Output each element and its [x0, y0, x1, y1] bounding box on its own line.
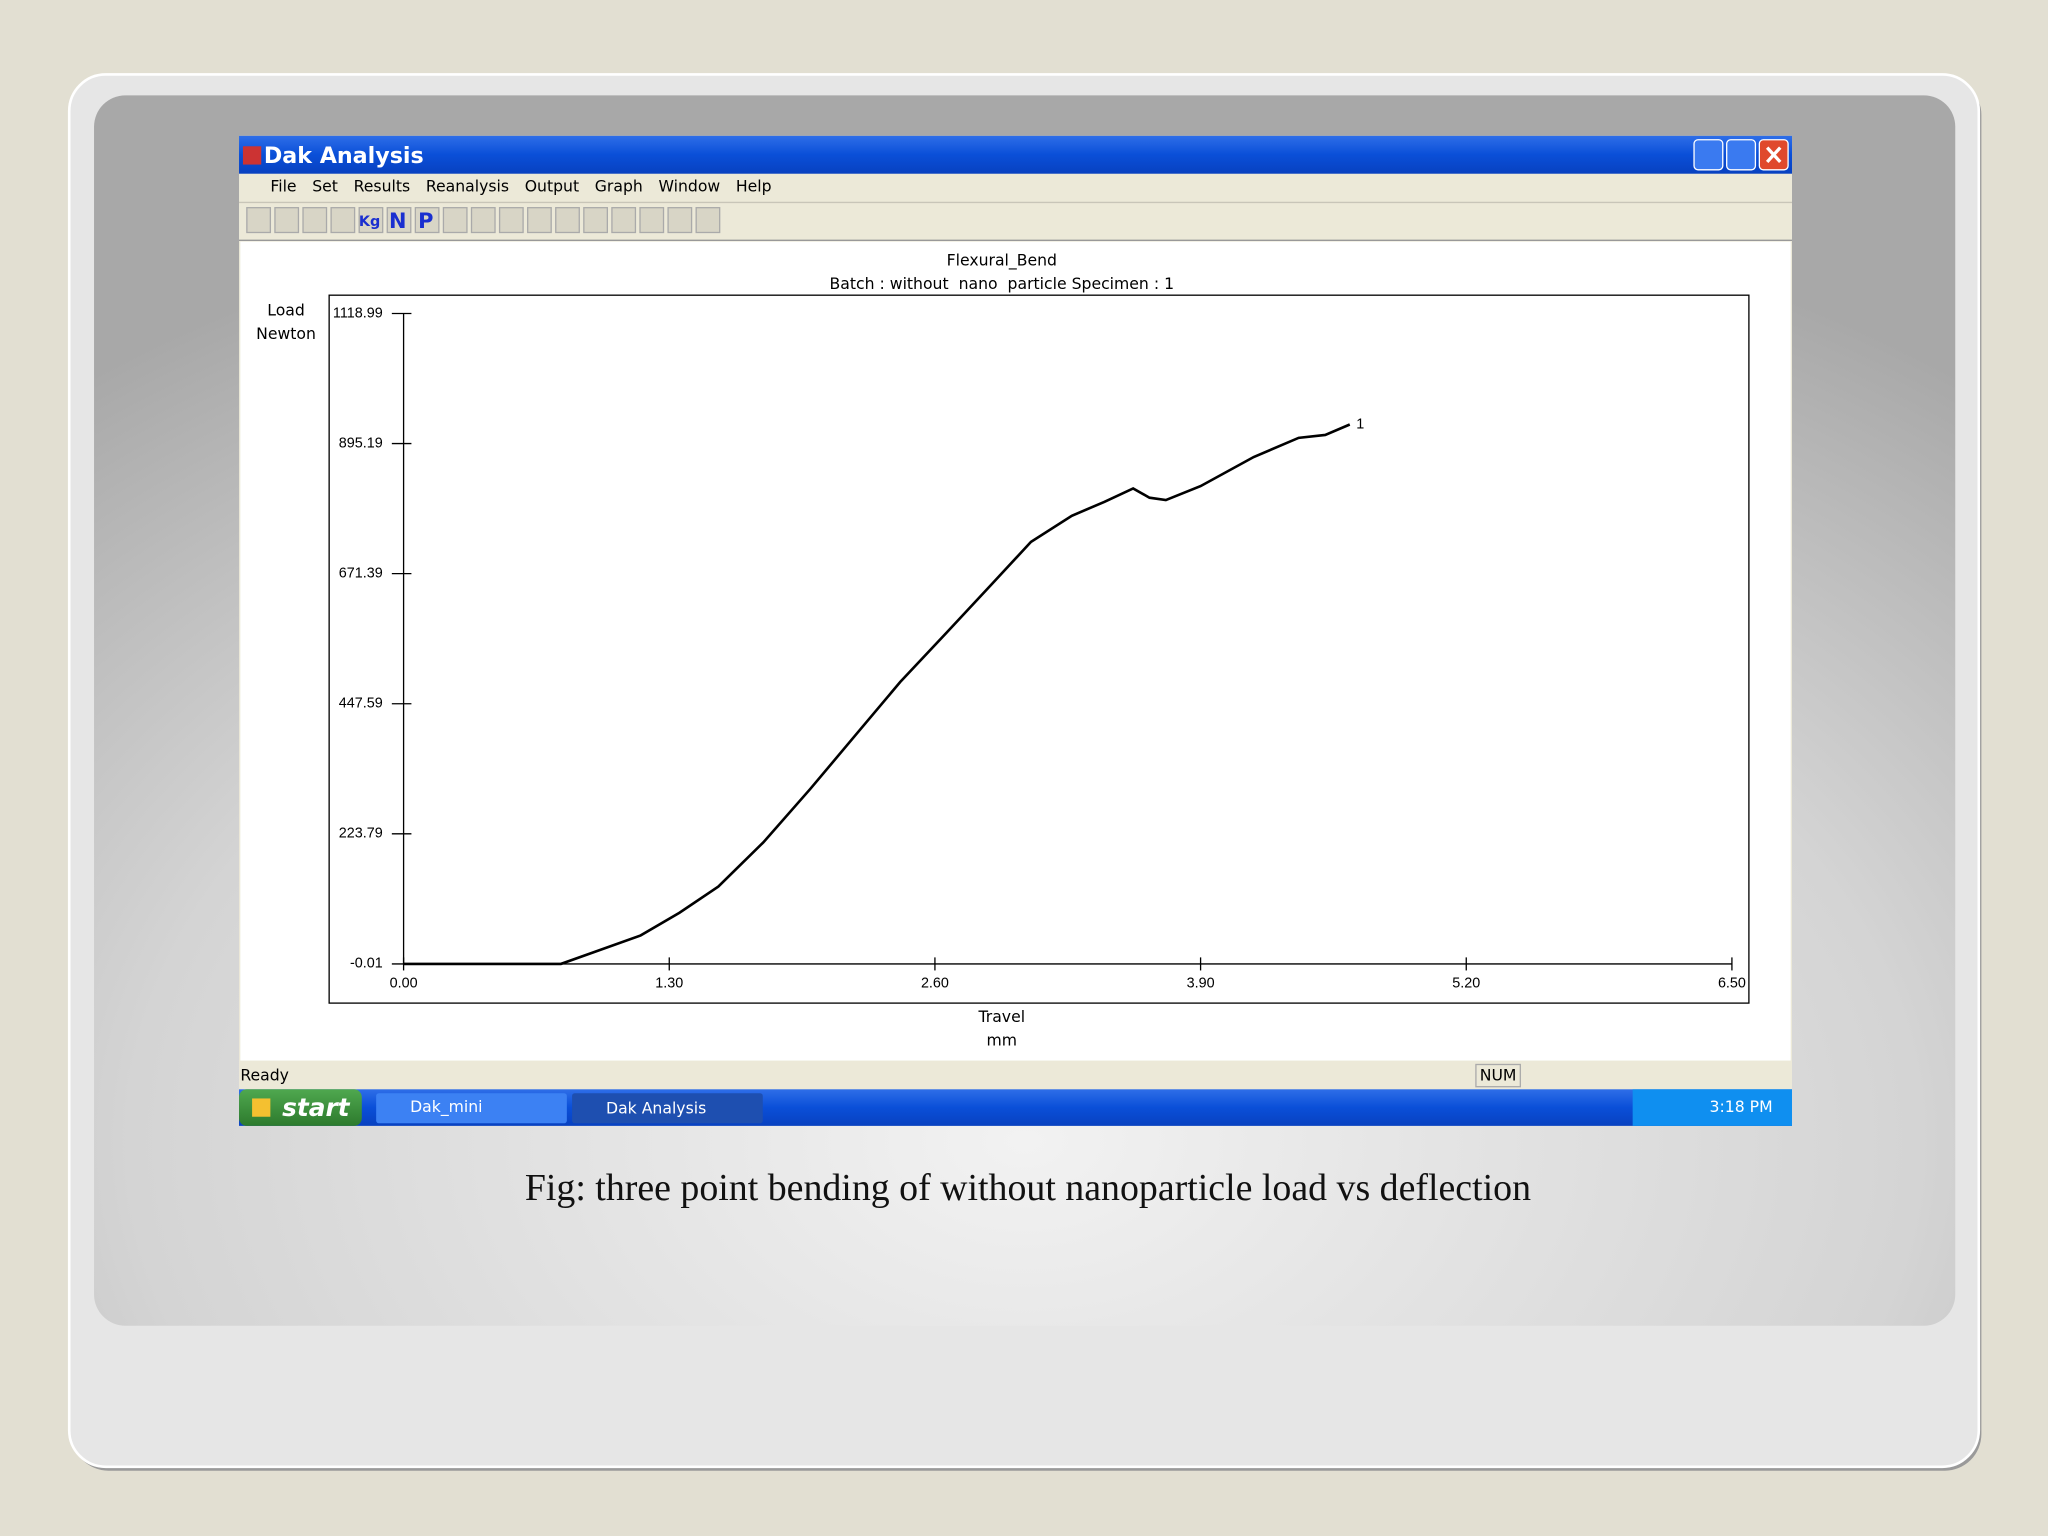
menu-item[interactable]: Graph	[595, 176, 643, 195]
app-icon	[242, 146, 262, 165]
minimize-button[interactable]	[1693, 139, 1724, 171]
toolbar-button[interactable]	[274, 207, 300, 234]
toolbar-button[interactable]	[442, 207, 468, 234]
y-tick-label: 1118.99	[333, 305, 383, 321]
chart-subtitle: Batch : without nano particle Specimen :…	[830, 274, 1175, 293]
series-label: 1	[1356, 416, 1364, 432]
menu-item[interactable]: Reanalysis	[426, 176, 509, 195]
menu-item[interactable]: File	[270, 176, 296, 195]
toolbar-button[interactable]	[498, 207, 524, 234]
close-icon	[1765, 146, 1782, 164]
plot-frame	[328, 294, 1750, 1004]
x-tick-label: 3.90	[1187, 975, 1215, 991]
figure-caption: Fig: three point bending of without nano…	[525, 1167, 1531, 1209]
window-title: Dak Analysis	[264, 143, 424, 169]
menu-item[interactable]: Results	[354, 176, 411, 195]
toolbar-button[interactable]	[246, 207, 272, 234]
toolbar-button[interactable]	[639, 207, 665, 234]
menu-item[interactable]: Window	[659, 176, 721, 195]
start-logo	[252, 1098, 271, 1117]
toolbar: Kg N P	[246, 207, 721, 234]
task-label: Dak Analysis	[606, 1098, 706, 1117]
x-tick-label: 2.60	[921, 975, 949, 991]
x-tick-label: 1.30	[655, 975, 683, 991]
task-item[interactable]	[376, 1093, 567, 1124]
y-axis-label: Load	[267, 300, 305, 319]
y-axis-unit: Newton	[256, 324, 316, 343]
toolbar-label: Kg	[359, 214, 380, 230]
menu-item[interactable]: Output	[525, 176, 579, 195]
system-tray	[1632, 1089, 1792, 1126]
toolbar-label: N	[389, 209, 406, 233]
y-tick-label: 223.79	[339, 826, 383, 842]
x-tick-label: 5.20	[1452, 975, 1480, 991]
menu-item[interactable]: Help	[736, 176, 772, 195]
toolbar-button[interactable]	[583, 207, 608, 234]
y-tick-label: 895.19	[339, 435, 383, 451]
start-label: start	[282, 1093, 351, 1122]
x-tick-label: 6.50	[1718, 975, 1746, 991]
task-item[interactable]	[572, 1093, 763, 1124]
menu-item[interactable]: Set	[312, 176, 338, 195]
y-tick-label: 447.59	[339, 696, 383, 712]
chart-title: Flexural_Bend	[947, 251, 1057, 271]
toolbar-button[interactable]	[667, 207, 693, 234]
status-num: NUM	[1480, 1066, 1517, 1085]
toolbar-button[interactable]	[470, 207, 496, 234]
client-area	[240, 241, 1791, 1061]
toolbar-button[interactable]	[611, 207, 637, 234]
y-tick-label: 671.39	[339, 565, 383, 581]
maximize-button[interactable]	[1726, 139, 1757, 171]
task-label: Dak_mini	[410, 1097, 482, 1117]
y-tick-label: -0.01	[350, 956, 383, 972]
toolbar-button[interactable]	[358, 207, 384, 234]
toolbar-button[interactable]	[386, 207, 412, 234]
toolbar-button[interactable]	[414, 207, 440, 234]
toolbar-button[interactable]	[695, 207, 721, 234]
toolbar-button[interactable]	[527, 207, 552, 234]
x-axis-label: Travel	[978, 1007, 1026, 1026]
toolbar-button[interactable]	[555, 207, 580, 234]
x-axis-unit: mm	[987, 1030, 1018, 1049]
status-num-box	[1475, 1063, 1521, 1088]
toolbar-label: P	[418, 209, 433, 233]
toolbar-button[interactable]	[330, 207, 356, 234]
toolbar-button[interactable]	[302, 207, 328, 234]
title-bar	[239, 135, 1793, 174]
data-line	[403, 423, 1351, 966]
clock: 3:18 PM	[1710, 1097, 1773, 1116]
x-tick-label: 0.00	[390, 975, 418, 991]
status-text: Ready	[240, 1066, 289, 1085]
